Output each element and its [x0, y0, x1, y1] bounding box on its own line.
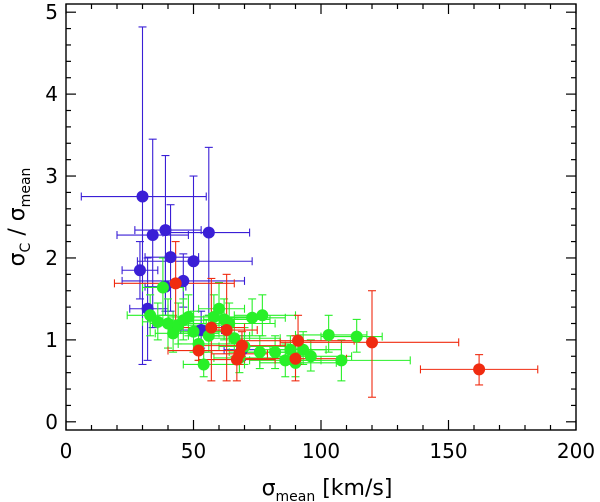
- green-data-point: [162, 317, 174, 330]
- y-tick-label: 3: [45, 164, 58, 188]
- green-data-point: [187, 325, 200, 338]
- green-data-point: [151, 315, 164, 328]
- green-data-point: [246, 311, 259, 324]
- x-tick-label: 200: [557, 439, 595, 463]
- green-data-point: [322, 328, 335, 341]
- green-data-point: [284, 343, 297, 356]
- green-data-point: [269, 346, 282, 359]
- y-axis-label: σC / σmean: [5, 168, 34, 267]
- red-data-point: [366, 336, 378, 349]
- red-data-point: [289, 352, 302, 365]
- blue-data-point: [202, 226, 215, 239]
- y-tick-label: 5: [45, 0, 58, 24]
- x-tick-label: 100: [302, 439, 340, 463]
- red-data-point: [169, 277, 182, 290]
- green-data-point: [335, 354, 348, 367]
- green-data-point: [156, 281, 169, 294]
- y-axis-label-mid: /: [5, 221, 30, 242]
- green-data-point: [182, 310, 195, 323]
- blue-data-point: [159, 224, 172, 237]
- blue-data-point: [133, 264, 146, 277]
- x-tick-label: 0: [60, 439, 73, 463]
- y-tick-label: 2: [45, 246, 58, 270]
- y-axis-label-sub: C: [18, 242, 34, 252]
- y-tick-label: 0: [45, 410, 58, 434]
- green-data-point: [350, 330, 363, 343]
- axis-ticks: [65, 4, 577, 430]
- blue-data-point: [136, 190, 149, 203]
- green-data-point: [197, 358, 210, 371]
- y-axis-label-main: σ: [5, 252, 30, 266]
- red-data-point: [205, 321, 218, 334]
- y-tick-label: 4: [45, 82, 58, 106]
- x-tick-label: 50: [181, 439, 206, 463]
- y-tick-label: 1: [45, 328, 58, 352]
- red-data-point: [235, 339, 248, 352]
- x-tick-label: 150: [429, 439, 467, 463]
- blue-data-point: [146, 229, 159, 242]
- green-data-point: [304, 350, 317, 363]
- x-axis-label-rest: [km/s]: [315, 476, 392, 501]
- blue-data-point: [164, 251, 177, 264]
- green-data-point: [279, 354, 292, 367]
- axis-tick-labels: 0 50 100 150 200 0 1 2 3 4 5: [45, 0, 595, 463]
- blue-errorbar: [136, 175, 253, 329]
- red-data-point: [473, 363, 486, 376]
- green-data-point: [213, 302, 225, 315]
- red-data-point: [192, 344, 205, 357]
- red-data-point: [292, 334, 305, 347]
- x-axis-label-main: σ: [262, 476, 276, 501]
- y-axis-label-main2: σ: [5, 207, 30, 221]
- red-data-point: [220, 324, 233, 337]
- green-data-point: [228, 332, 241, 345]
- blue-data-point: [187, 255, 200, 268]
- errorbar-layer: [80, 26, 539, 398]
- x-axis-label: σmean [km/s]: [262, 476, 393, 502]
- green-data-point: [256, 309, 269, 322]
- point-layer: [133, 190, 486, 376]
- y-axis-label-sub2: mean: [18, 168, 34, 208]
- x-axis-label-sub: mean: [276, 489, 316, 502]
- green-data-point: [253, 346, 266, 359]
